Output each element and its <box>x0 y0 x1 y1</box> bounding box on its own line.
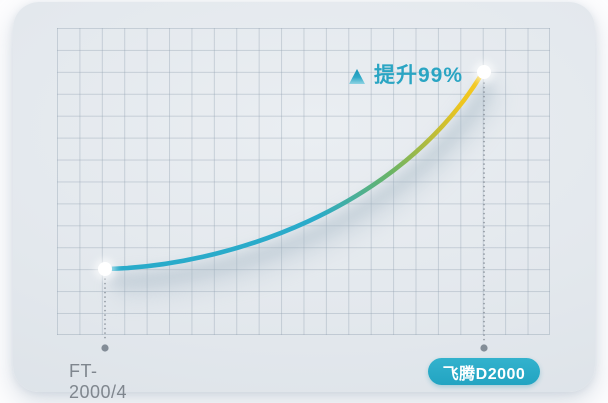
performance-curve <box>102 69 486 272</box>
curve-shadow-wide <box>115 85 503 298</box>
end-point-marker <box>477 65 491 79</box>
end-point-badge: 飞腾D2000 <box>428 358 540 385</box>
curve-shadow <box>111 81 495 287</box>
improvement-annotation: 提升99% <box>349 62 463 90</box>
start-point-marker <box>98 262 112 276</box>
end-dropline-dot <box>480 344 488 352</box>
chart-card <box>13 2 595 392</box>
triangle-up-icon <box>349 68 365 84</box>
improvement-label: 提升99% <box>374 64 464 87</box>
start-dropline-dot <box>101 344 109 352</box>
start-point-label: FT-2000/4 <box>69 361 128 402</box>
